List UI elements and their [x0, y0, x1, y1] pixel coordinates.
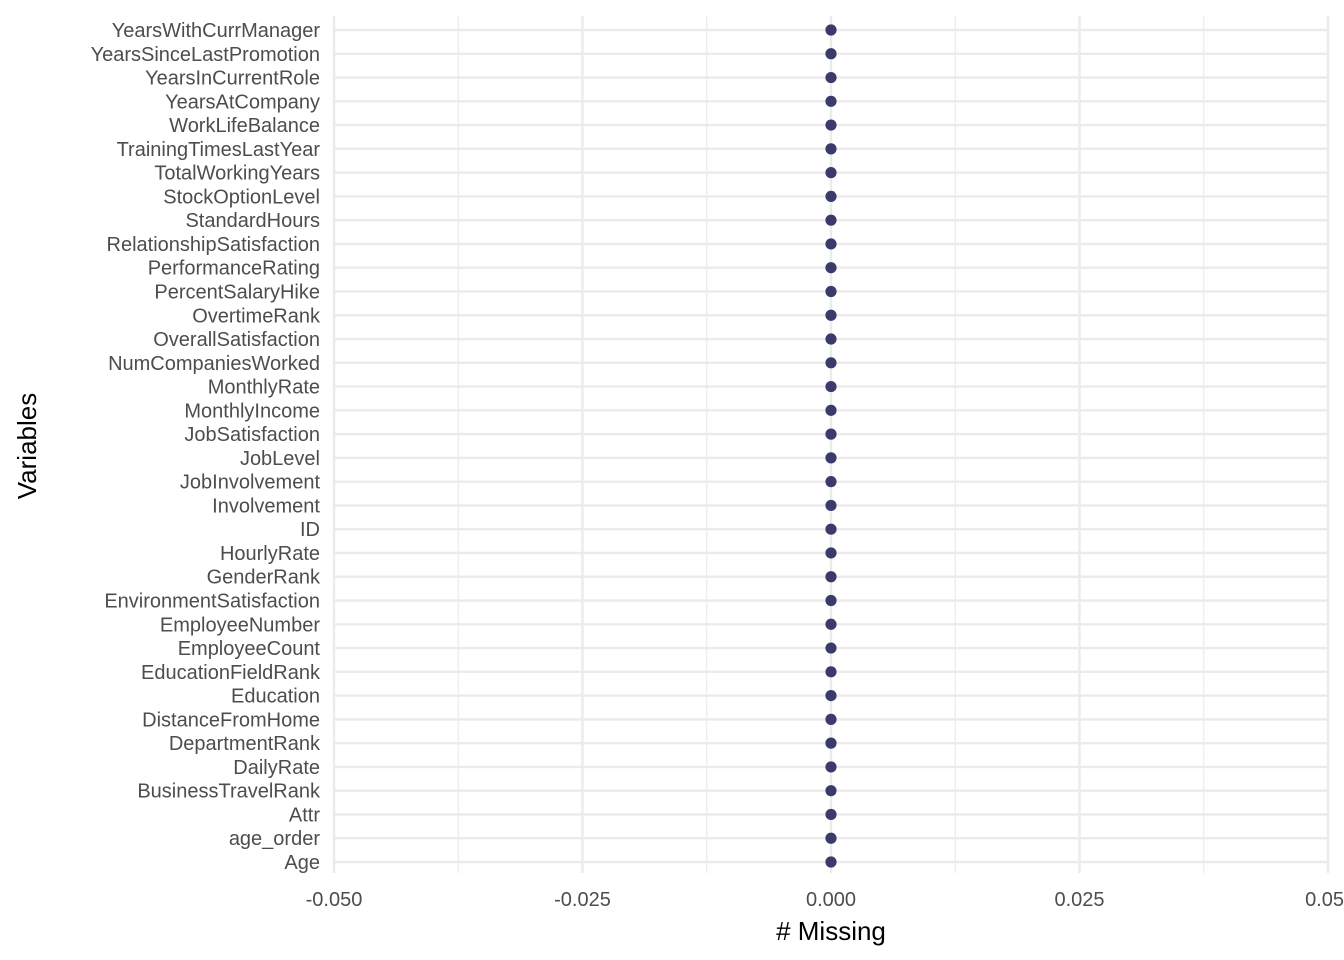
y-tick-label: JobLevel	[240, 448, 320, 470]
y-tick-label: GenderRank	[207, 567, 321, 589]
x-axis-title: # Missing	[776, 916, 886, 946]
data-point	[825, 785, 837, 797]
data-point	[825, 571, 837, 583]
x-tick-labels: -0.050 -0.025 0.000 0.025 0.05	[306, 889, 1344, 911]
y-tick-label: JobInvolvement	[180, 472, 321, 494]
y-tick-label: DistanceFromHome	[142, 709, 320, 731]
data-point	[825, 380, 837, 393]
y-tick-label: EmployeeCount	[178, 638, 321, 660]
y-tick-label: Attr	[289, 804, 320, 826]
y-tick-label: HourlyRate	[220, 543, 320, 565]
data-point	[825, 594, 837, 607]
data-point	[825, 523, 837, 535]
data-point	[825, 214, 837, 226]
data-point	[825, 119, 837, 131]
data-point	[825, 190, 837, 202]
y-tick-label: WorkLifeBalance	[169, 115, 320, 137]
y-tick-label: Age	[284, 852, 320, 874]
y-tick-label: TotalWorkingYears	[154, 163, 320, 185]
data-point	[825, 238, 837, 250]
data-point	[825, 666, 837, 678]
data-point	[825, 832, 837, 844]
data-point	[825, 476, 837, 488]
y-tick-label: JobSatisfaction	[184, 424, 320, 446]
data-point	[825, 856, 837, 868]
x-tick-label: 0.000	[806, 889, 856, 911]
y-tick-label: MonthlyIncome	[184, 400, 320, 422]
data-point	[825, 309, 837, 321]
y-tick-label: PerformanceRating	[148, 258, 320, 280]
y-tick-label: EnvironmentSatisfaction	[104, 591, 320, 613]
data-point	[825, 452, 837, 464]
data-point	[825, 713, 837, 725]
data-point	[825, 690, 837, 702]
y-tick-labels: Ageage_orderAttrBusinessTravelRankDailyR…	[91, 20, 321, 874]
y-tick-label: OverallSatisfaction	[153, 329, 320, 351]
data-point	[825, 618, 837, 630]
x-tick-label: -0.050	[306, 889, 363, 911]
data-point	[825, 499, 837, 512]
data-point	[825, 167, 837, 179]
data-point	[825, 761, 837, 773]
y-tick-label: MonthlyRate	[208, 377, 320, 399]
y-tick-label: PercentSalaryHike	[154, 281, 320, 303]
y-tick-label: RelationshipSatisfaction	[107, 234, 320, 256]
x-tick-label: 0.05	[1305, 889, 1344, 911]
data-point	[825, 24, 837, 36]
y-tick-label: YearsSinceLastPromotion	[91, 44, 320, 66]
data-point	[825, 404, 837, 416]
y-tick-label: StandardHours	[185, 210, 320, 232]
data-point	[825, 262, 837, 274]
minor-gridlines	[457, 16, 1205, 873]
data-points	[825, 24, 837, 868]
y-tick-label: YearsAtCompany	[165, 91, 320, 113]
y-tick-label: Education	[231, 686, 320, 708]
y-tick-label: EducationFieldRank	[141, 662, 321, 684]
y-tick-label: EmployeeNumber	[160, 614, 320, 636]
y-tick-label: age_order	[229, 828, 321, 850]
data-point	[825, 95, 837, 107]
data-point	[825, 737, 837, 749]
y-tick-label: OvertimeRank	[192, 305, 321, 327]
data-point	[825, 285, 837, 298]
y-tick-label: ID	[300, 519, 320, 541]
data-point	[825, 143, 837, 155]
data-point	[825, 808, 837, 821]
data-point	[825, 333, 837, 345]
y-tick-label: YearsWithCurrManager	[112, 20, 321, 42]
data-point	[825, 642, 837, 654]
data-point	[825, 547, 837, 559]
y-tick-label: DepartmentRank	[169, 733, 321, 755]
y-axis-title: Variables	[12, 393, 42, 499]
y-tick-label: DailyRate	[233, 757, 320, 779]
data-point	[825, 71, 837, 84]
x-tick-label: 0.025	[1054, 889, 1104, 911]
y-tick-label: NumCompaniesWorked	[108, 353, 320, 375]
data-point	[825, 357, 837, 369]
y-tick-label: Involvement	[212, 495, 320, 517]
data-point	[825, 428, 837, 440]
data-point	[825, 48, 837, 60]
y-tick-label: YearsInCurrentRole	[145, 68, 320, 90]
y-tick-label: TrainingTimesLastYear	[117, 139, 321, 161]
y-tick-label: BusinessTravelRank	[137, 781, 321, 803]
y-tick-label: StockOptionLevel	[163, 186, 320, 208]
x-tick-label: -0.025	[554, 889, 611, 911]
